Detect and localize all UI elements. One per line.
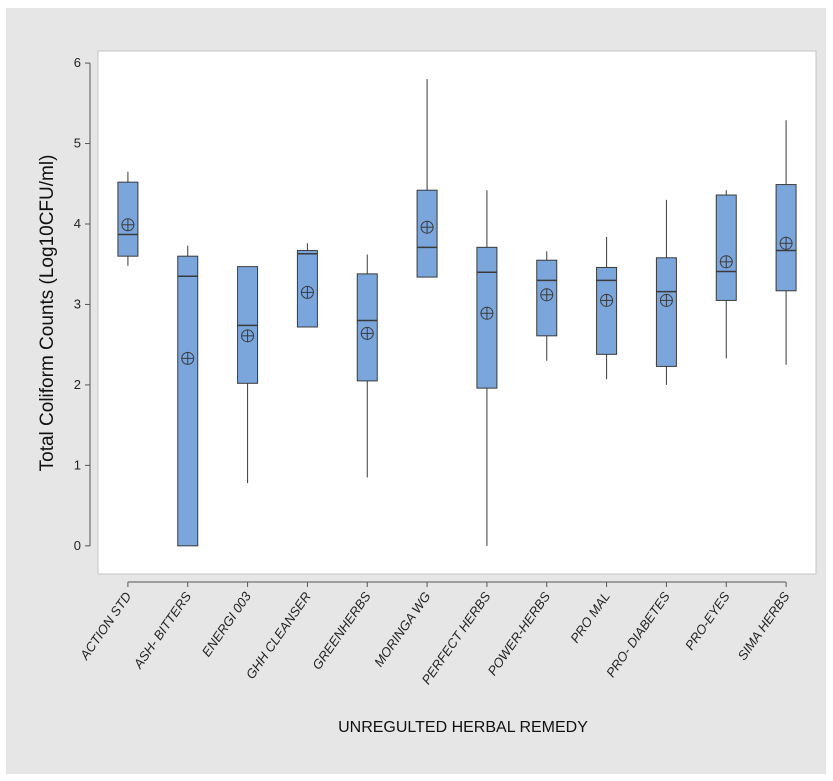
- x-tick-label: GHH CLEANSER: [243, 589, 314, 682]
- x-tick-label: SIMA HERBS: [735, 589, 793, 663]
- plot-area: [97, 50, 817, 575]
- x-axis-title: UNREGULTED HERBAL REMEDY: [338, 719, 588, 736]
- iqr-box: [655, 257, 677, 367]
- y-tick-label: 5: [74, 136, 81, 151]
- y-tick-label: 4: [74, 216, 81, 231]
- box-group: [655, 199, 677, 385]
- y-tick-label: 1: [74, 457, 81, 472]
- y-axis-title: Total Coliform Counts (Log10CFU/ml): [37, 155, 58, 472]
- box-group: [476, 190, 498, 546]
- y-tick-label: 6: [74, 55, 81, 70]
- box-group: [356, 254, 378, 478]
- iqr-box: [596, 266, 618, 355]
- x-tick-label: POWER-HERBS: [485, 589, 554, 678]
- x-tick-label: PRO MAL: [567, 589, 613, 646]
- figure-area: 0 1 2 3 4 5 6 ACTION STD ASH- BITTERS ENERGI 003…: [6, 8, 826, 774]
- box-group: [536, 251, 558, 361]
- box-group: [596, 236, 618, 380]
- iqr-box: [177, 255, 199, 547]
- x-tick-label: PERFECT HERBS: [419, 589, 494, 687]
- boxes-layer: [117, 79, 797, 547]
- box-group: [416, 79, 438, 278]
- box-group: [237, 266, 259, 484]
- x-tick-label: ENERGI 003: [199, 588, 255, 659]
- box-group: [117, 171, 139, 266]
- iqr-box: [715, 194, 737, 301]
- x-tick-label: MORINGA WG: [371, 589, 434, 669]
- y-tick-label: 3: [74, 296, 81, 311]
- y-tick-label: 0: [74, 538, 81, 553]
- x-tick-label: ASH- BITTERS: [130, 589, 194, 672]
- x-tick-label: PRO-EYES: [682, 589, 733, 653]
- x-tick-label: ACTION STD: [76, 589, 134, 663]
- y-tick-label: 2: [74, 377, 81, 392]
- y-axis: 0 1 2 3 4 5 6: [74, 55, 91, 553]
- box-group: [177, 245, 199, 547]
- box-group: [715, 190, 737, 359]
- x-tick-label: GREENHERBS: [309, 589, 374, 672]
- box-group: [296, 243, 318, 328]
- box-group: [775, 120, 797, 365]
- x-tick-label: PRO- DIABETES: [603, 589, 673, 680]
